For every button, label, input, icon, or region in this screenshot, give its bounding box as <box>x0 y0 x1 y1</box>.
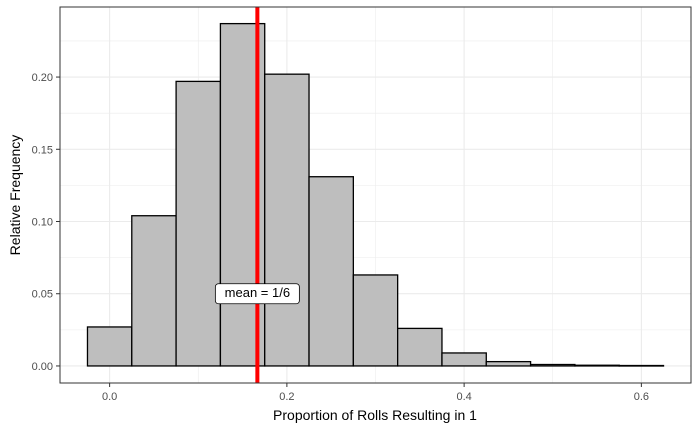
x-axis-ticks: 0.0 0.2 0.4 0.6 <box>102 383 649 403</box>
histogram-bar <box>352 274 399 367</box>
y-tick-label: 0.00 <box>32 361 53 373</box>
histogram-bar <box>441 352 487 367</box>
histogram-bar <box>529 363 576 367</box>
y-tick-label: 0.05 <box>32 289 53 301</box>
x-tick-label: 0.4 <box>456 391 471 403</box>
x-tick-label: 0.6 <box>634 391 649 403</box>
x-tick-label: 0.2 <box>279 391 294 403</box>
histogram-bar <box>397 327 443 367</box>
panel-border <box>59 6 692 384</box>
annotation-label-box <box>214 283 300 305</box>
y-tick-label: 0.10 <box>32 217 53 229</box>
x-tick-label: 0.0 <box>102 391 117 403</box>
y-tick-label: 0.20 <box>32 72 53 84</box>
histogram-bar <box>485 360 532 367</box>
mean-annotation: mean = 1/6 <box>214 283 300 305</box>
histogram-bar <box>131 215 177 367</box>
histogram-bar <box>175 80 222 367</box>
annotation-label: mean = 1/6 <box>225 285 290 300</box>
y-tick-label: 0.15 <box>32 144 53 156</box>
histogram-bar <box>308 176 354 367</box>
histogram-bar <box>618 364 665 367</box>
histogram-bar <box>264 73 310 367</box>
y-axis-ticks: 0.00 0.05 0.10 0.15 0.20 <box>32 72 60 373</box>
histogram-bars <box>86 22 665 367</box>
x-axis-title: Proportion of Rolls Resulting in 1 <box>273 407 477 423</box>
histogram-bar <box>86 326 133 367</box>
histogram-bar <box>574 364 620 367</box>
y-axis-title: Relative Frequency <box>7 135 23 256</box>
